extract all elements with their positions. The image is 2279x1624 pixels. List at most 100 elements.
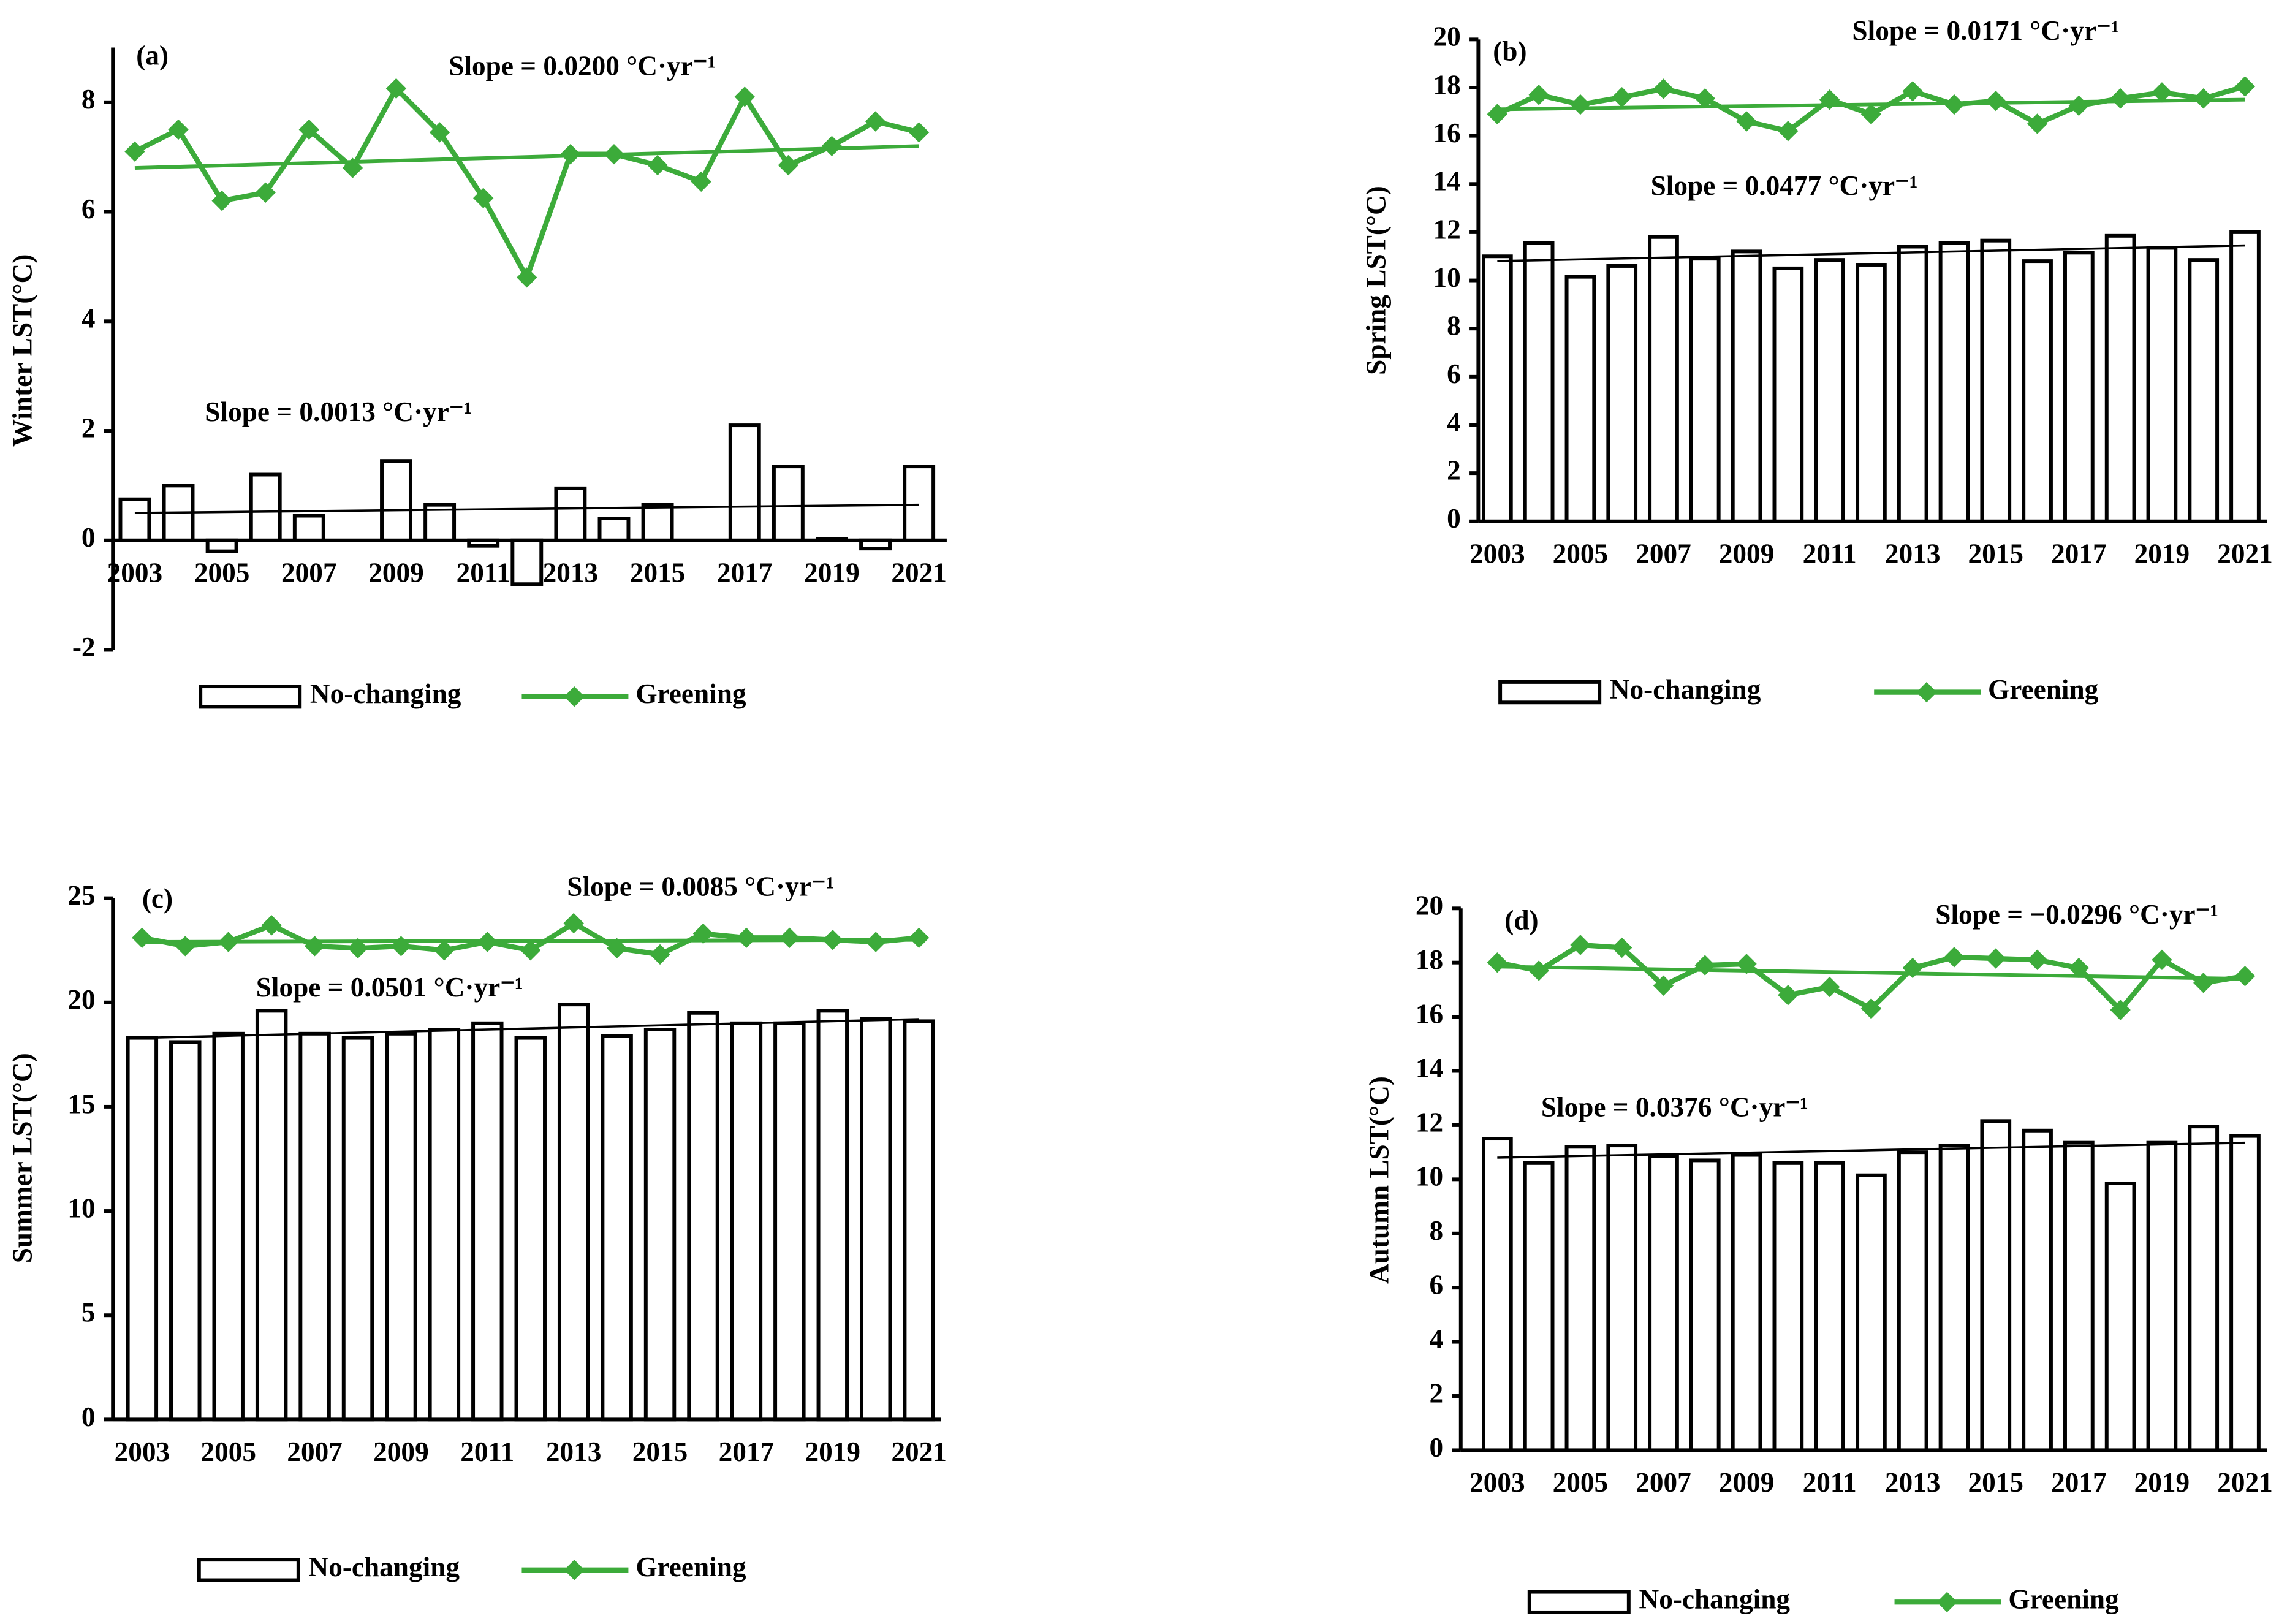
trend-line	[134, 144, 919, 170]
bar	[1731, 249, 1762, 523]
bar	[1482, 1137, 1513, 1452]
marker	[168, 119, 189, 140]
x-tick-label: 2003	[115, 1436, 170, 1467]
y-tick-label: 14	[1416, 1053, 1443, 1083]
marker	[2193, 973, 2214, 993]
slope-annotation: Slope = 0.0501 °C·yr⁻¹	[256, 972, 523, 1003]
y-tick-label: 18	[1433, 69, 1461, 100]
bar	[1689, 257, 1721, 523]
bar	[1897, 1150, 1928, 1452]
legend-label: Greening	[2008, 1584, 2119, 1615]
y-tick-label: 10	[1416, 1161, 1443, 1192]
marker	[2152, 949, 2172, 970]
bar	[380, 459, 412, 542]
x-tick-label: 2015	[630, 557, 686, 588]
bar	[773, 1021, 806, 1422]
x-tick-label: 2011	[1803, 538, 1857, 569]
bar	[126, 1036, 159, 1422]
x-tick-label: 2009	[373, 1436, 429, 1467]
slope-annotation: Slope = 0.0376 °C·yr⁻¹	[1541, 1092, 1808, 1123]
legend-swatch	[1916, 681, 1937, 703]
y-tick-label: 6	[82, 194, 96, 224]
bar	[514, 1036, 547, 1422]
marker	[606, 938, 628, 958]
y-axis-label: Autumn LST(°C)	[1363, 1076, 1394, 1284]
marker	[1985, 90, 2006, 112]
slope-annotation: Slope = 0.0085 °C·yr⁻¹	[567, 871, 834, 902]
marker	[1778, 121, 1799, 142]
marker	[1860, 104, 1882, 124]
legend-label: Greening	[1988, 674, 2099, 705]
y-tick-label: 25	[67, 880, 95, 911]
bar	[385, 1031, 417, 1422]
marker	[563, 913, 584, 934]
marker	[390, 936, 412, 957]
bar	[467, 538, 500, 548]
y-tick-label: 16	[1433, 118, 1461, 148]
legend-swatch	[1527, 1590, 1631, 1614]
marker	[1819, 976, 1840, 998]
bar	[1980, 238, 2012, 523]
legend-swatch	[564, 686, 585, 707]
legend-label: No-changing	[1610, 674, 1761, 705]
bar	[1814, 1161, 1845, 1452]
y-tick-label: 8	[1447, 311, 1461, 341]
y-tick-label: 20	[67, 984, 95, 1015]
marker	[1985, 948, 2006, 969]
x-tick-label: 2005	[1553, 538, 1609, 569]
marker	[650, 944, 670, 965]
bar	[1482, 254, 1513, 523]
marker	[908, 122, 930, 143]
marker	[1487, 952, 1508, 973]
bar	[2022, 259, 2053, 523]
marker	[2152, 82, 2172, 103]
bar	[2063, 1140, 2095, 1452]
bar	[2104, 1182, 2136, 1452]
y-tick-label: 15	[67, 1088, 95, 1119]
y-tick-label: 5	[82, 1297, 96, 1328]
legend-swatch	[199, 685, 302, 709]
bar	[292, 514, 325, 542]
y-tick-label: 18	[1416, 944, 1443, 975]
marker	[517, 267, 537, 288]
x-tick-label: 2021	[891, 1436, 947, 1467]
bar	[641, 503, 674, 542]
y-axis-label: Spring LST(°C)	[1361, 186, 1392, 375]
marker	[132, 927, 153, 948]
legend-label: Greening	[635, 678, 746, 709]
y-tick-label: 20	[1416, 890, 1443, 921]
bar	[118, 497, 151, 542]
bar	[510, 538, 544, 586]
marker	[298, 119, 319, 140]
x-tick-label: 2019	[804, 557, 860, 588]
legend-label: No-changing	[309, 1552, 460, 1582]
trend-line	[142, 938, 919, 944]
marker	[734, 86, 755, 107]
bar	[341, 1036, 374, 1422]
x-tick-label: 2021	[2217, 1467, 2273, 1498]
x-tick-label: 2019	[805, 1436, 861, 1467]
x-tick-label: 2015	[632, 1436, 688, 1467]
y-tick-label: 0	[82, 522, 96, 553]
bar	[687, 1011, 719, 1422]
bar	[597, 517, 631, 542]
y-tick-label: 16	[1416, 999, 1443, 1030]
bar	[1772, 266, 1804, 523]
marker	[2068, 95, 2090, 116]
marker	[520, 939, 541, 961]
bar	[2188, 258, 2220, 523]
bar	[1814, 258, 1845, 523]
x-tick-label: 2003	[1469, 1467, 1525, 1498]
bar	[471, 1021, 504, 1422]
legend-swatch	[1936, 1592, 1958, 1612]
trend-line	[142, 1018, 919, 1039]
bar	[903, 465, 936, 542]
x-tick-label: 2013	[1885, 1467, 1941, 1498]
y-tick-label: 2	[82, 412, 96, 443]
marker	[1487, 104, 1508, 124]
marker	[211, 190, 232, 211]
bar	[1938, 1144, 1970, 1452]
marker	[1612, 87, 1632, 108]
marker	[1653, 78, 1674, 99]
